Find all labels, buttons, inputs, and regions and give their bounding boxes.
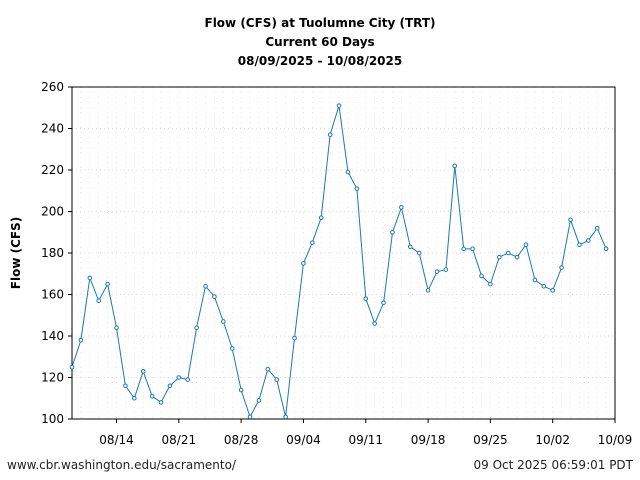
data-point xyxy=(434,269,440,274)
data-point xyxy=(559,265,564,270)
data-point xyxy=(283,414,288,420)
grid xyxy=(72,86,615,420)
y-tick-label: 180 xyxy=(41,246,64,260)
data-point xyxy=(203,283,208,289)
chart-title: Flow (CFS) at Tuolumne City (TRT) xyxy=(204,16,436,30)
axis-ticks: 100 120 140 160 180 200 220 240 260 08/14 08/21 08/… xyxy=(41,80,632,447)
x-tick-label: 09/18 xyxy=(411,433,446,447)
data-point xyxy=(496,254,502,260)
data-point xyxy=(87,275,93,281)
data-point xyxy=(399,205,404,210)
data-point xyxy=(354,186,360,191)
data-point xyxy=(221,319,226,324)
x-tick-label: 08/21 xyxy=(162,433,197,447)
y-tick-label: 160 xyxy=(41,288,64,302)
y-tick-label: 120 xyxy=(41,371,64,385)
y-axis-label: Flow (CFS) xyxy=(9,217,23,289)
data-point xyxy=(577,242,582,247)
data-point xyxy=(390,229,395,235)
data-point xyxy=(229,346,235,351)
data-point xyxy=(167,383,173,389)
y-tick-label: 100 xyxy=(41,412,64,426)
data-point xyxy=(363,296,369,301)
data-point xyxy=(541,283,547,289)
y-tick-label: 200 xyxy=(41,205,64,219)
data-point xyxy=(247,414,253,420)
data-point xyxy=(372,321,377,326)
data-point xyxy=(470,246,475,252)
x-tick-label: 09/04 xyxy=(286,433,321,447)
data-point xyxy=(345,169,351,175)
data-point xyxy=(603,246,609,252)
data-point xyxy=(256,398,262,403)
data-point xyxy=(158,400,164,405)
data-point xyxy=(123,383,128,389)
x-tick-label: 09/11 xyxy=(348,433,383,447)
y-tick-label: 240 xyxy=(41,122,64,136)
x-tick-label: 10/02 xyxy=(535,433,570,447)
data-point xyxy=(78,337,84,343)
data-point xyxy=(238,387,244,393)
x-tick-label: 08/14 xyxy=(99,433,134,447)
data-point xyxy=(505,250,511,256)
data-point xyxy=(336,103,342,108)
y-tick-label: 260 xyxy=(41,80,64,94)
data-point xyxy=(185,377,191,382)
data-point xyxy=(443,267,449,272)
data-point xyxy=(274,377,280,382)
data-point xyxy=(140,368,146,374)
data-point xyxy=(488,281,493,287)
series xyxy=(69,103,609,420)
data-point xyxy=(96,298,102,304)
x-tick-label: 09/25 xyxy=(473,433,508,447)
data-point xyxy=(318,215,324,221)
data-point xyxy=(568,217,573,223)
chart-subtitle: Current 60 Days xyxy=(265,35,375,49)
data-point xyxy=(310,240,315,245)
data-point xyxy=(594,225,600,231)
y-tick-label: 220 xyxy=(41,163,64,177)
data-point xyxy=(523,242,529,247)
data-point xyxy=(532,277,538,283)
data-point xyxy=(212,294,217,299)
data-point xyxy=(585,238,591,243)
data-point xyxy=(176,375,182,380)
data-point xyxy=(292,335,297,341)
data-point xyxy=(550,288,555,293)
data-point xyxy=(265,366,271,372)
source-link[interactable]: www.cbr.washington.edu/sacramento/ xyxy=(7,458,236,472)
chart-date-range: 08/09/2025 - 10/08/2025 xyxy=(237,54,403,68)
data-point xyxy=(149,393,155,399)
x-tick-label: 10/09 xyxy=(598,433,633,447)
data-point xyxy=(69,364,75,370)
data-point xyxy=(425,288,431,293)
data-point xyxy=(416,250,422,256)
data-point xyxy=(479,273,484,279)
data-point xyxy=(461,246,466,252)
data-point xyxy=(452,163,458,169)
data-point xyxy=(301,261,306,266)
data-point xyxy=(381,300,386,306)
data-point xyxy=(114,325,119,331)
generated-timestamp: 09 Oct 2025 06:59:01 PDT xyxy=(473,458,633,472)
data-point xyxy=(132,395,137,401)
data-point xyxy=(327,132,333,138)
y-tick-label: 140 xyxy=(41,329,64,343)
data-point xyxy=(407,244,413,250)
data-point xyxy=(194,325,199,331)
data-point xyxy=(514,254,520,260)
data-point xyxy=(105,281,110,287)
x-tick-label: 08/28 xyxy=(224,433,259,447)
